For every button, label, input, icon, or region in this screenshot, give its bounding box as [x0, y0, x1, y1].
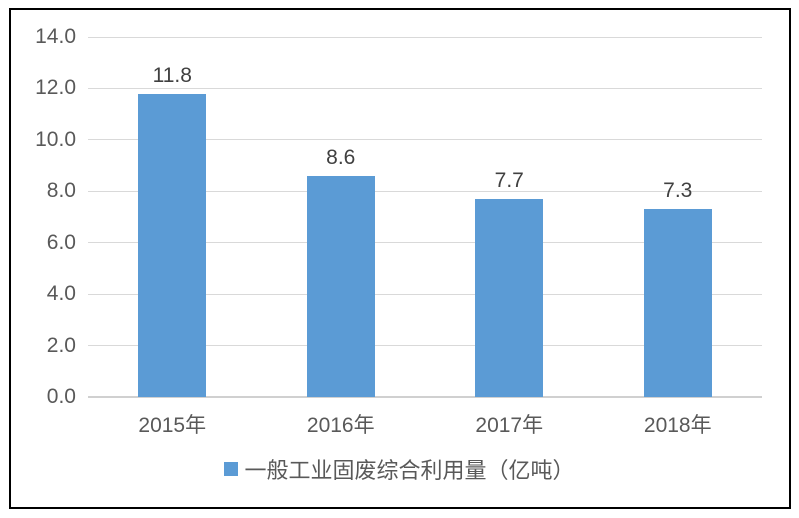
y-axis-tick-label: 14.0	[35, 25, 76, 48]
bar-value-label: 7.3	[663, 179, 693, 203]
legend-series-label: 一般工业固废综合利用量（亿吨）	[244, 458, 575, 483]
bar-2018年	[643, 209, 712, 397]
bar-2017年	[475, 199, 544, 397]
legend: 一般工业固废综合利用量（亿吨）	[0, 453, 799, 485]
y-gridline	[88, 139, 762, 141]
y-axis-tick-label: 6.0	[46, 230, 76, 254]
y-gridline	[88, 190, 762, 192]
y-gridline	[88, 293, 762, 295]
x-axis-category-label: 2015年	[138, 414, 207, 437]
y-gridline	[88, 345, 762, 347]
y-axis-tick-label: 0.0	[46, 385, 76, 408]
plot-area: 11.8 2015年 8.6 2016年 7.7 2017年 7.3 2018年	[88, 36, 762, 437]
x-axis-category-label: 2017年	[475, 414, 544, 437]
y-axis-tick-label: 10.0	[35, 127, 76, 151]
legend-marker-swatch	[224, 462, 239, 476]
x-axis-line	[88, 396, 762, 398]
bar-2016年	[306, 175, 375, 397]
y-gridline	[88, 242, 762, 244]
y-gridline	[88, 87, 762, 89]
bar-value-label: 11.8	[152, 63, 192, 87]
y-axis-tick-label: 2.0	[46, 333, 76, 357]
x-axis-category-label: 2018年	[643, 414, 712, 437]
y-gridline	[88, 36, 762, 38]
x-axis-category-label: 2016年	[306, 414, 375, 437]
y-axis-tick-label: 8.0	[46, 179, 76, 203]
bar-value-label: 7.7	[494, 169, 524, 192]
y-axis-tick-label: 12.0	[35, 76, 76, 100]
bar-2015年	[138, 93, 207, 397]
y-axis-tick-label: 4.0	[46, 282, 76, 306]
bar-value-label: 8.6	[326, 145, 356, 169]
